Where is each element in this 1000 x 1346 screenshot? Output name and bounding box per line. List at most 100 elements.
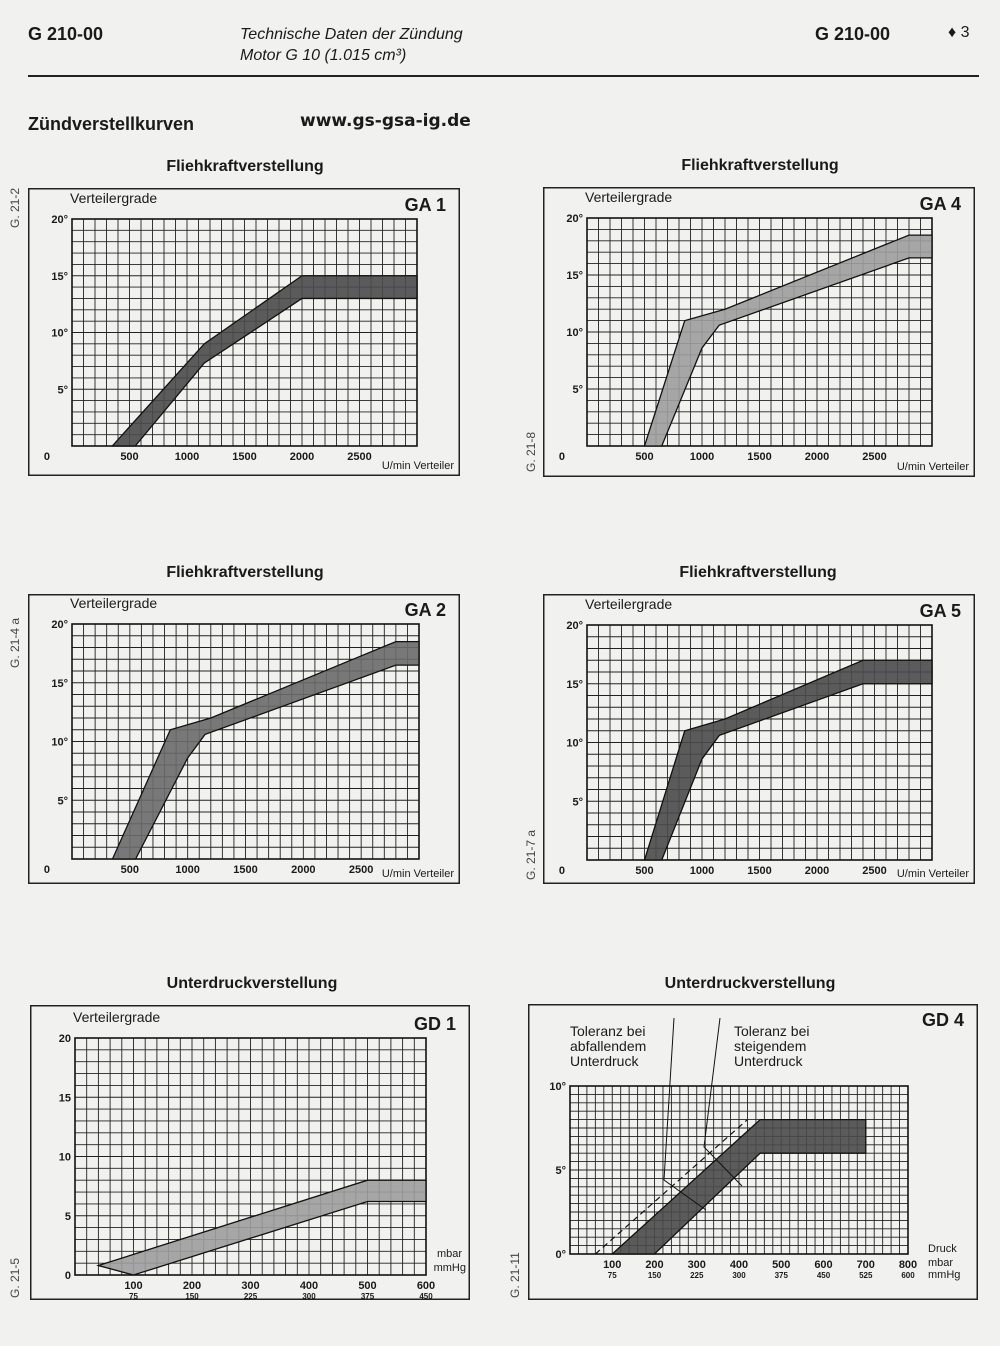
y-tick-label: 20°: [51, 214, 68, 226]
x-tick-label: 0: [559, 865, 565, 877]
x-tick-label-mmhg: 300: [302, 1292, 316, 1301]
x-axis-label: U/min Verteiler: [382, 460, 454, 472]
x-tick-label-mmhg: 450: [419, 1292, 433, 1301]
plot-grid: [569, 1085, 909, 1255]
chart-frame: [30, 1005, 470, 1300]
x-tick-label: 500: [772, 1259, 790, 1271]
x-tick-label: 300: [688, 1259, 706, 1271]
chart-ga5: Verteilergrade GA 5 20° 15° 10° 5° 0 500 1000 150…: [543, 594, 975, 884]
chart-ga4: Verteilergrade GA 4 20° 15° 10° 5° 0 500 1000 150…: [543, 187, 975, 477]
y-tick-label: 5: [65, 1211, 71, 1223]
chart-code: GA 5: [920, 601, 961, 621]
x-tick-label: 2000: [290, 451, 314, 463]
x-tick-label: 200: [183, 1280, 201, 1292]
website-url: www.gs-gsa-ig.de: [300, 111, 471, 131]
x-tick-label: 500: [121, 864, 139, 876]
y-tick-label: 10°: [51, 737, 68, 749]
y-tick-label: 15°: [51, 271, 68, 283]
plot-border: [586, 624, 933, 861]
side-label-ga1: G. 21-2: [8, 187, 22, 228]
y-axis-label: Verteilergrade: [73, 1009, 160, 1025]
chart-title-ga4: Fliehkraftverstellung: [681, 157, 839, 174]
header-rule: [28, 75, 979, 77]
side-label-ga5: G. 21-7 a: [524, 829, 538, 880]
y-tick-label: 10°: [566, 327, 583, 339]
chart-code: GD 1: [414, 1014, 456, 1034]
y-tick-label: 5°: [555, 1165, 566, 1177]
y-tick-label: 15: [59, 1092, 71, 1104]
x-axis-label-mmhg: mmHg: [928, 1269, 960, 1281]
x-tick-label-mmhg: 375: [775, 1271, 789, 1280]
x-tick-label: 600: [417, 1280, 435, 1292]
annotation-falling-line: abfallendem: [570, 1038, 646, 1054]
x-axis-label-mbar: mbar: [437, 1248, 462, 1260]
x-axis-label-mmhg: mmHg: [434, 1262, 466, 1274]
x-tick-label: 200: [645, 1259, 663, 1271]
chart-code: GA 2: [405, 600, 446, 620]
x-tick-label: 1500: [747, 451, 771, 463]
y-tick-label: 10°: [549, 1081, 566, 1093]
section-title: Zündverstellkurven: [28, 114, 195, 134]
doc-subtitle: Technische Daten der Zündung Motor G 10 …: [240, 24, 463, 66]
plot-grid: [74, 1037, 427, 1276]
x-tick-label: 2500: [347, 451, 371, 463]
y-tick-label: 10°: [51, 328, 68, 340]
x-tick-label: 2500: [349, 864, 373, 876]
x-axis-label-druck: Druck: [928, 1243, 957, 1255]
x-tick-label: 1000: [175, 864, 199, 876]
y-axis-label: Verteilergrade: [70, 190, 157, 206]
x-tick-label: 400: [730, 1259, 748, 1271]
page-number: ♦ 3: [948, 24, 970, 41]
y-tick-label: 15°: [566, 679, 583, 691]
annotation-rising-line: Unterdruck: [734, 1053, 803, 1069]
x-tick-label-mmhg: 75: [129, 1292, 138, 1301]
doc-subtitle-line2: Motor G 10 (1.015 cm³): [240, 47, 407, 64]
x-tick-label: 300: [241, 1280, 259, 1292]
chart-code: GD 4: [922, 1010, 964, 1030]
x-tick-label-mmhg: 150: [648, 1271, 662, 1280]
y-tick-label: 20: [59, 1033, 71, 1045]
y-tick-label: 20°: [566, 213, 583, 225]
x-tick-label: 100: [124, 1280, 142, 1292]
annotation-rising-line: steigendem: [734, 1038, 806, 1054]
y-axis-label: Verteilergrade: [585, 596, 672, 612]
x-axis-label: U/min Verteiler: [897, 461, 969, 473]
y-tick-label: 10: [59, 1152, 71, 1164]
x-tick-label-mmhg: 225: [244, 1292, 258, 1301]
y-tick-label: 0°: [555, 1249, 566, 1261]
side-label-gd4: G. 21-11: [508, 1252, 522, 1298]
dashed-tolerance-line: [594, 1119, 748, 1255]
x-tick-label: 2000: [805, 865, 829, 877]
x-tick-label: 500: [358, 1280, 376, 1292]
chart-title-ga1: Fliehkraftverstellung: [166, 158, 324, 175]
y-tick-label: 10°: [566, 738, 583, 750]
x-tick-label: 1000: [690, 865, 714, 877]
x-tick-label: 0: [44, 451, 50, 463]
y-axis-label: Verteilergrade: [585, 189, 672, 205]
x-tick-label: 600: [814, 1259, 832, 1271]
side-label-ga2: G. 21-4 a: [8, 617, 22, 668]
annotation-leader-rising: [703, 1017, 743, 1187]
y-tick-label: 5°: [572, 796, 583, 808]
x-tick-label: 2500: [862, 451, 886, 463]
x-tick-label: 1000: [175, 451, 199, 463]
x-tick-label: 1500: [232, 451, 256, 463]
x-tick-label: 500: [635, 451, 653, 463]
plot-border: [586, 217, 933, 447]
chart-ga2: Verteilergrade GA 2 20° 15° 10° 5° 0 500 1000 150…: [28, 594, 460, 884]
plot-border: [71, 218, 418, 447]
x-axis-label-mbar: mbar: [928, 1257, 953, 1269]
series-band-0: [610, 1118, 867, 1255]
y-tick-label: 15°: [51, 678, 68, 690]
side-label-ga4: G. 21-8: [524, 431, 538, 472]
chart-frame: [543, 594, 975, 884]
y-tick-label: 15°: [566, 270, 583, 282]
annotation-falling-line: Unterdruck: [570, 1053, 639, 1069]
y-axis-label: Verteilergrade: [70, 595, 157, 611]
chart-title-gd1: Unterdruckverstellung: [166, 975, 338, 992]
x-tick-label-mmhg: 375: [361, 1292, 375, 1301]
x-tick-label: 1000: [690, 451, 714, 463]
x-tick-label: 400: [300, 1280, 318, 1292]
